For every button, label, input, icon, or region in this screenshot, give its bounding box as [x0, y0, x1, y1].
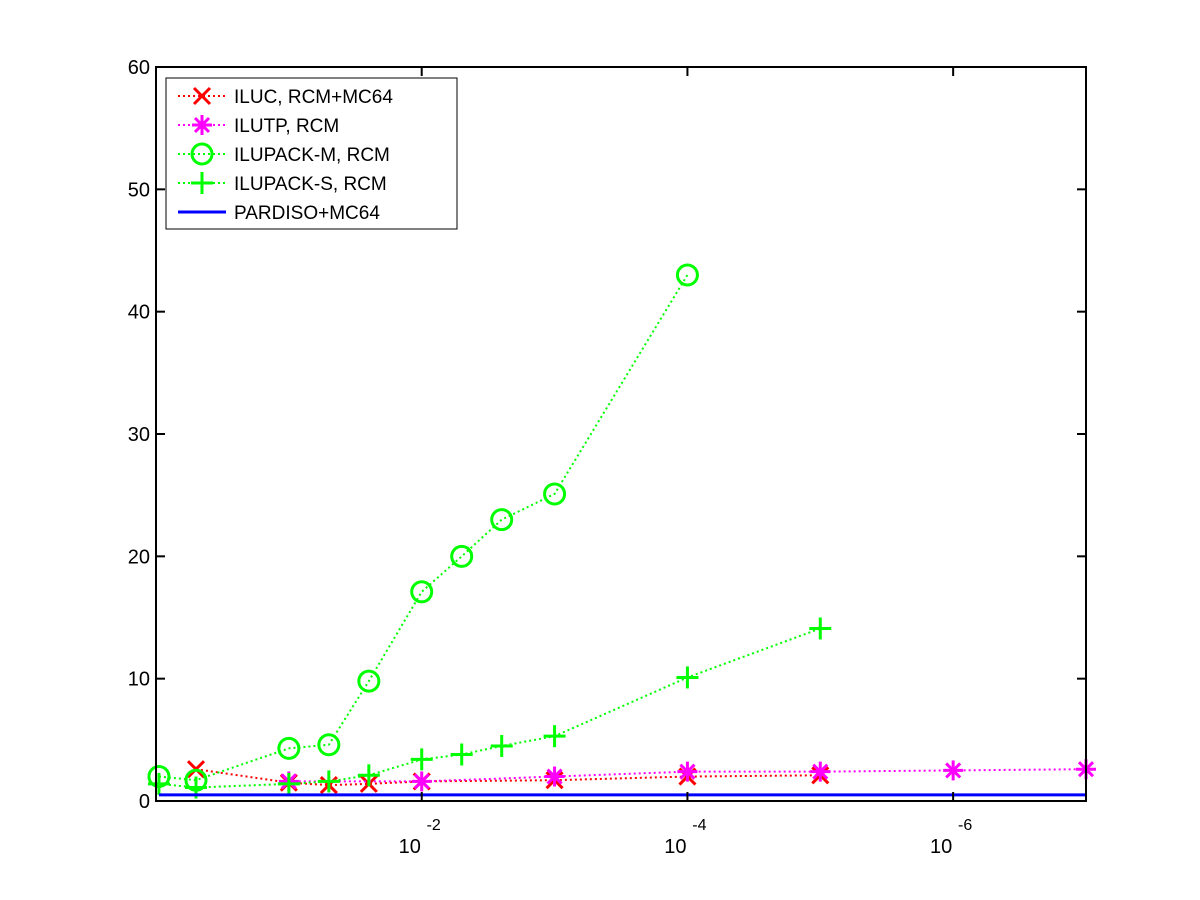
data-point — [676, 666, 699, 689]
x-tick-label-exponent: -4 — [692, 817, 706, 834]
legend-label: ILUPACK-S, RCM — [234, 174, 387, 195]
legend: ILUC, RCM+MC64 ILUTP, RCM ILUPACK-M, RCM IL… — [165, 77, 458, 230]
y-tick-label: 20 — [128, 546, 150, 568]
plot-marks — [147, 263, 1096, 799]
marker-stroke — [317, 733, 341, 757]
legend-marker — [190, 142, 214, 166]
legend-label: ILUPACK-M, RCM — [234, 145, 390, 166]
marker-stroke — [450, 544, 474, 568]
data-point — [277, 736, 301, 760]
data-point — [809, 617, 832, 640]
marker-stroke — [945, 762, 962, 779]
series-1 — [278, 759, 1096, 792]
data-point — [943, 760, 964, 781]
legend-entry-2: ILUPACK-M, RCM — [178, 142, 390, 166]
marker-stroke — [679, 763, 696, 780]
legend-label: PARDISO+MC64 — [234, 203, 380, 224]
data-point — [317, 733, 341, 757]
series-3 — [147, 617, 832, 799]
data-point — [411, 771, 432, 792]
data-point — [277, 772, 300, 795]
y-tick-label: 40 — [128, 302, 150, 324]
data-point — [490, 508, 514, 532]
y-tick-label: 60 — [128, 57, 150, 79]
data-point — [410, 748, 433, 771]
marker-stroke — [357, 669, 381, 693]
data-point — [450, 743, 473, 766]
legend-entry-1: ILUTP, RCM — [178, 115, 339, 137]
marker-stroke — [277, 736, 301, 760]
data-point — [490, 734, 513, 757]
data-point — [317, 770, 340, 793]
x-tick-label-base: 10 — [930, 836, 952, 858]
marker-stroke — [190, 142, 214, 166]
axis-ticks: 0 10 20 30 40 50 60 10 -2 10 -4 10 -6 — [128, 57, 1086, 858]
legend-entry-0: ILUC, RCM+MC64 — [178, 86, 393, 108]
data-point — [357, 669, 381, 693]
marker-stroke — [490, 508, 514, 532]
marker-stroke — [410, 580, 434, 604]
data-point — [147, 772, 170, 795]
legend-label: ILUTP, RCM — [234, 116, 339, 137]
legend-label: ILUC, RCM+MC64 — [234, 87, 393, 108]
data-point — [543, 725, 566, 748]
data-point — [357, 764, 380, 787]
data-point — [410, 580, 434, 604]
data-point — [810, 761, 831, 782]
x-tick-label-base: 10 — [399, 836, 421, 858]
x-tick-label-exponent: -2 — [427, 817, 441, 834]
marker-stroke — [543, 482, 567, 506]
data-point — [543, 482, 567, 506]
marker-stroke — [192, 86, 212, 106]
series-2 — [147, 263, 699, 792]
y-tick-label: 30 — [128, 424, 150, 446]
legend-entry-3: ILUPACK-S, RCM — [178, 172, 387, 195]
legend-marker — [192, 86, 212, 106]
data-point — [450, 544, 474, 568]
legend-entry-4: PARDISO+MC64 — [178, 203, 380, 224]
legend-marker — [192, 115, 212, 135]
y-tick-label: 10 — [128, 669, 150, 691]
y-tick-label: 50 — [128, 179, 150, 201]
marker-stroke — [812, 763, 829, 780]
data-point — [677, 761, 698, 782]
marker-stroke — [546, 768, 563, 785]
x-tick-label-exponent: -6 — [958, 817, 972, 834]
marker-stroke — [193, 116, 211, 134]
data-point — [544, 766, 565, 787]
marker-stroke — [413, 773, 430, 790]
y-tick-label: 0 — [139, 791, 150, 813]
series-line — [158, 274, 689, 782]
data-point — [675, 263, 699, 287]
marker-stroke — [675, 263, 699, 287]
x-tick-label-base: 10 — [664, 836, 686, 858]
legend-marker — [191, 172, 213, 194]
